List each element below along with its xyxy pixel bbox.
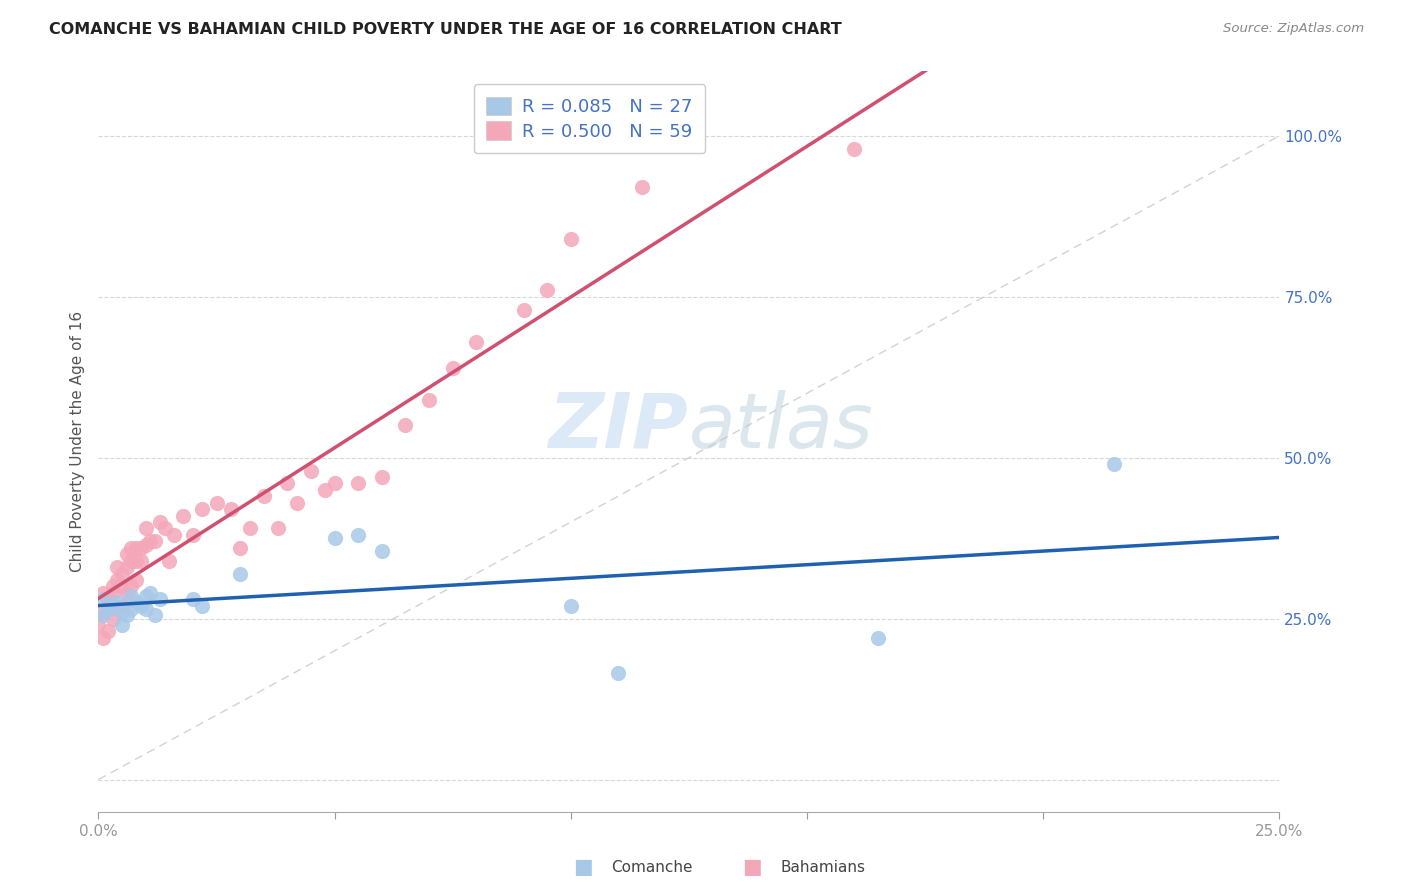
Point bbox=[394, 418, 416, 433]
Point bbox=[125, 554, 148, 568]
Point bbox=[205, 496, 228, 510]
Point bbox=[371, 544, 394, 558]
Point bbox=[125, 595, 148, 609]
Legend: R = 0.085   N = 27, R = 0.500   N = 59: R = 0.085 N = 27, R = 0.500 N = 59 bbox=[474, 84, 706, 153]
Point bbox=[149, 592, 172, 607]
Point bbox=[607, 666, 630, 681]
Point bbox=[91, 592, 114, 607]
Point bbox=[125, 573, 148, 587]
Point bbox=[371, 470, 394, 484]
Point bbox=[97, 592, 120, 607]
Point bbox=[143, 608, 166, 623]
Point bbox=[97, 624, 120, 639]
Point bbox=[347, 528, 370, 542]
Point bbox=[101, 579, 124, 593]
Point bbox=[91, 608, 114, 623]
Point bbox=[143, 534, 166, 549]
Point bbox=[149, 515, 172, 529]
Point bbox=[630, 180, 652, 194]
Point bbox=[121, 541, 143, 555]
Point bbox=[115, 560, 138, 574]
Point bbox=[91, 586, 114, 600]
Point bbox=[135, 602, 157, 616]
Point bbox=[105, 560, 128, 574]
Point bbox=[253, 489, 276, 503]
Point bbox=[139, 586, 162, 600]
Point bbox=[163, 528, 186, 542]
Point bbox=[121, 554, 143, 568]
Point bbox=[229, 541, 252, 555]
Point bbox=[111, 605, 134, 619]
Point bbox=[153, 521, 176, 535]
Point bbox=[115, 547, 138, 561]
Point bbox=[111, 599, 134, 613]
Point bbox=[101, 611, 124, 625]
Point bbox=[105, 573, 128, 587]
Point bbox=[219, 502, 242, 516]
Text: Comanche: Comanche bbox=[612, 860, 693, 874]
Point bbox=[91, 605, 114, 619]
Text: atlas: atlas bbox=[689, 390, 873, 464]
Point bbox=[105, 602, 128, 616]
Point bbox=[314, 483, 336, 497]
Point bbox=[229, 566, 252, 581]
Point bbox=[91, 631, 114, 645]
Point bbox=[239, 521, 262, 535]
Point bbox=[560, 599, 582, 613]
Point bbox=[115, 586, 138, 600]
Point bbox=[181, 528, 204, 542]
Point bbox=[115, 608, 138, 623]
Point bbox=[276, 476, 298, 491]
Point bbox=[418, 392, 440, 407]
Point bbox=[111, 618, 134, 632]
Point bbox=[135, 589, 157, 603]
Point bbox=[101, 599, 124, 613]
Point bbox=[844, 142, 866, 156]
Point bbox=[101, 586, 124, 600]
Point bbox=[323, 476, 346, 491]
Text: COMANCHE VS BAHAMIAN CHILD POVERTY UNDER THE AGE OF 16 CORRELATION CHART: COMANCHE VS BAHAMIAN CHILD POVERTY UNDER… bbox=[49, 22, 842, 37]
Point bbox=[299, 463, 322, 477]
Point bbox=[129, 554, 152, 568]
Point bbox=[129, 541, 152, 555]
Point bbox=[121, 579, 143, 593]
Point bbox=[347, 476, 370, 491]
Point bbox=[512, 302, 534, 317]
Text: ■: ■ bbox=[742, 857, 762, 877]
Point bbox=[441, 360, 464, 375]
Text: ZIP: ZIP bbox=[550, 390, 689, 464]
Point bbox=[121, 589, 143, 603]
Point bbox=[181, 592, 204, 607]
Point bbox=[560, 232, 582, 246]
Point bbox=[172, 508, 194, 523]
Point bbox=[135, 521, 157, 535]
Y-axis label: Child Poverty Under the Age of 16: Child Poverty Under the Age of 16 bbox=[70, 311, 86, 572]
Point bbox=[191, 502, 214, 516]
Point bbox=[536, 283, 558, 297]
Point bbox=[111, 579, 134, 593]
Point bbox=[267, 521, 290, 535]
Point bbox=[191, 599, 214, 613]
Point bbox=[125, 541, 148, 555]
Text: Source: ZipAtlas.com: Source: ZipAtlas.com bbox=[1223, 22, 1364, 36]
Point bbox=[121, 602, 143, 616]
Point bbox=[87, 618, 110, 632]
Point bbox=[105, 595, 128, 609]
Point bbox=[285, 496, 308, 510]
Text: ■: ■ bbox=[574, 857, 593, 877]
Point bbox=[135, 537, 157, 551]
Point bbox=[129, 599, 152, 613]
Point bbox=[866, 631, 889, 645]
Point bbox=[97, 602, 120, 616]
Text: Bahamians: Bahamians bbox=[780, 860, 865, 874]
Point bbox=[323, 531, 346, 545]
Point bbox=[465, 334, 488, 349]
Point bbox=[139, 534, 162, 549]
Point bbox=[1102, 457, 1125, 471]
Point bbox=[157, 554, 180, 568]
Point bbox=[111, 566, 134, 581]
